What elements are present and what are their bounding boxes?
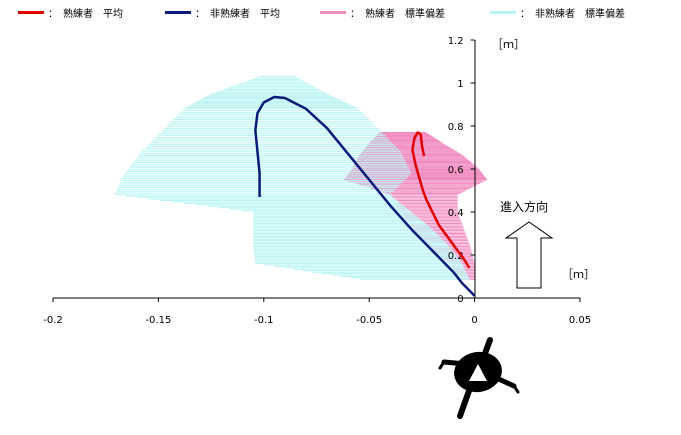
x-tick-label: -0.2 — [43, 315, 63, 326]
x-tick-label: 0 — [471, 315, 477, 326]
person-top-view-icon — [438, 337, 520, 419]
y-unit-label: ［ｍ］ — [492, 38, 525, 51]
band-1 — [114, 76, 470, 280]
std-dev-bands — [114, 76, 488, 280]
y-tick-label: 0.8 — [448, 122, 464, 133]
legend-label-skilled-sd: ： 熟練者 標準偏差 — [350, 9, 445, 20]
legend-item-skilled-sd: ： 熟練者 標準偏差 — [320, 5, 445, 20]
direction-label: 進入方向 — [500, 199, 548, 214]
legend-label-unskilled-sd: ： 非熟練者 標準偏差 — [520, 9, 625, 20]
series-line-0 — [411, 131, 471, 269]
mean-lines — [254, 95, 476, 297]
y-tick-label: 0.6 — [448, 165, 464, 176]
direction-arrow-icon — [504, 221, 554, 289]
y-tick-label: 0 — [457, 294, 463, 305]
legend-item-unskilled-mean: ： 非熟練者 平均 — [165, 5, 280, 20]
y-ticks: 0 0.2 0.4 0.6 0.8 1 1.2 — [448, 36, 475, 305]
y-tick-label: 0.4 — [448, 208, 464, 219]
legend-swatch-skilled-mean — [18, 11, 44, 14]
x-ticks: -0.2 -0.15 -0.1 -0.05 0 0.05 — [43, 298, 591, 326]
x-tick-label: 0.05 — [569, 315, 591, 326]
legend-label-unskilled-mean: ： 非熟練者 平均 — [195, 9, 280, 20]
x-tick-label: -0.1 — [254, 315, 274, 326]
legend-swatch-skilled-sd — [320, 11, 346, 14]
y-tick-label: 0.2 — [448, 251, 464, 262]
axes — [53, 40, 580, 299]
x-tick-label: -0.15 — [145, 315, 171, 326]
legend-label-skilled-mean: ： 熟練者 平均 — [48, 9, 123, 20]
legend-swatch-unskilled-mean — [165, 11, 191, 14]
legend-item-unskilled-sd: ： 非熟練者 標準偏差 — [490, 5, 625, 20]
x-unit-label: ［ｍ］ — [562, 268, 595, 281]
y-tick-label: 1 — [457, 79, 463, 90]
series-line-1 — [254, 95, 476, 297]
x-tick-label: -0.05 — [356, 315, 382, 326]
legend: ： 熟練者 平均 ： 非熟練者 平均 ： 熟練者 標準偏差 ： 非熟練者 標準偏… — [0, 5, 681, 21]
y-tick-label: 1.2 — [448, 36, 464, 47]
legend-swatch-unskilled-sd — [490, 11, 516, 14]
legend-item-skilled-mean: ： 熟練者 平均 — [18, 5, 123, 20]
